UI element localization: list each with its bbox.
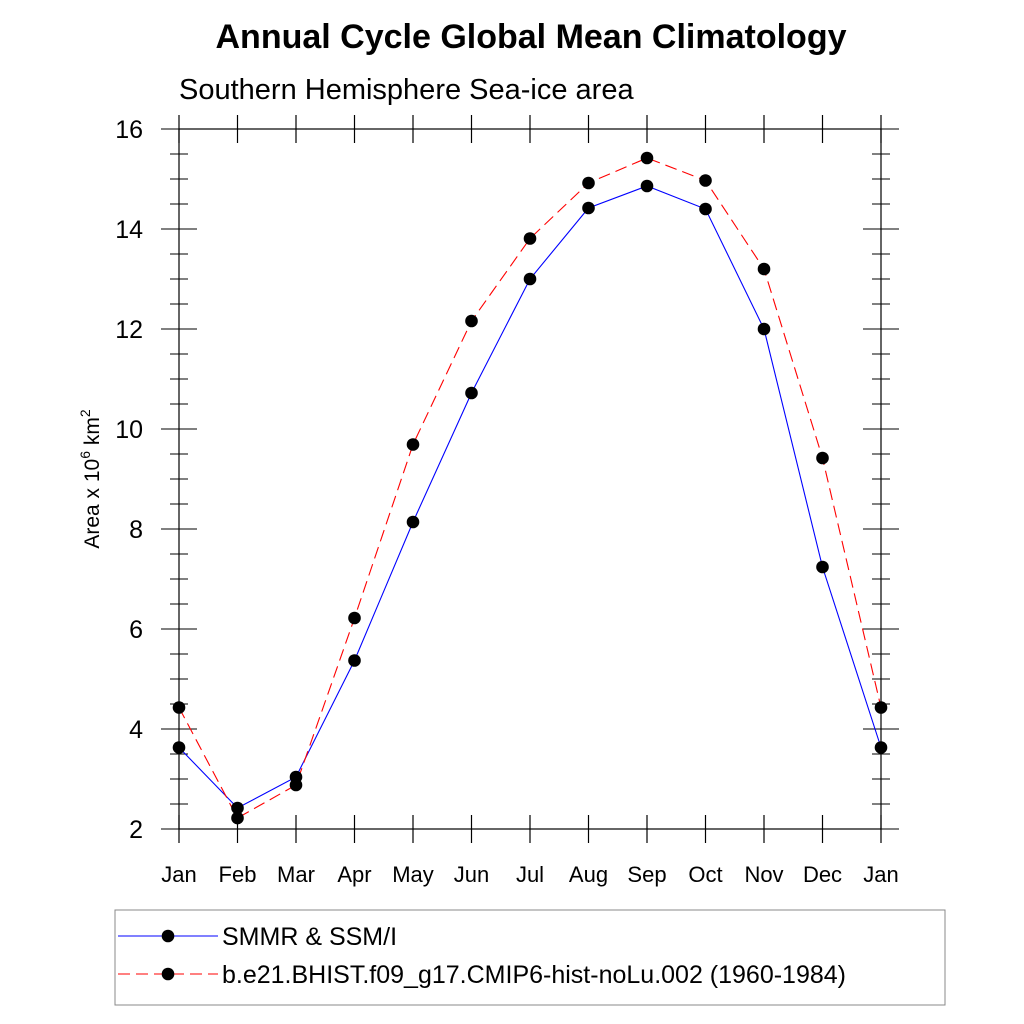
legend: SMMR & SSM/I b.e21.BHIST.f09_g17.CMIP6-hi… xyxy=(114,909,946,1006)
y-tick-label: 4 xyxy=(129,716,143,744)
x-tick-label: Jul xyxy=(516,862,544,887)
series-1-point xyxy=(172,741,186,754)
y-axis-label: Area x 106 km2 xyxy=(77,409,104,549)
y-tick-label: 8 xyxy=(129,516,143,544)
series-2-point xyxy=(523,232,537,245)
series-1-point xyxy=(699,202,712,216)
x-tick-label: Jun xyxy=(454,862,489,887)
series-1-point xyxy=(582,201,595,215)
series-2-point xyxy=(348,611,361,625)
y-tick-label: 6 xyxy=(129,616,143,644)
series-1-point xyxy=(465,386,478,400)
series-1-point xyxy=(231,801,244,815)
x-tick-label: Dec xyxy=(803,862,842,887)
x-tick-label: Feb xyxy=(219,862,257,887)
series-2-point xyxy=(816,451,829,465)
series-1-point xyxy=(640,179,654,193)
x-tick-label: Oct xyxy=(688,862,722,887)
series-1-point xyxy=(757,322,771,336)
y-axis-label-prefix: Area x 10 xyxy=(81,459,104,549)
series-1-point xyxy=(874,741,888,754)
legend-label-2: b.e21.BHIST.f09_g17.CMIP6-hist-noLu.002 … xyxy=(222,961,846,989)
series-2-point xyxy=(640,151,654,165)
y-tick-labels: 2 4 6 8 10 12 14 16 xyxy=(115,116,143,844)
series-2-point xyxy=(465,314,478,328)
x-tick-label: Mar xyxy=(277,862,315,887)
series-1-point xyxy=(523,272,537,286)
y-tick-label: 2 xyxy=(129,816,143,844)
y-tick-label: 16 xyxy=(115,116,143,144)
series-2-point xyxy=(406,438,420,451)
chart-title: Annual Cycle Global Mean Climatology xyxy=(216,18,847,56)
series-layer xyxy=(172,151,888,825)
series-2-point xyxy=(874,701,888,714)
x-tick-label: Sep xyxy=(627,862,666,887)
series-2-point xyxy=(699,174,712,187)
series-1-point xyxy=(816,560,829,574)
series-2-point xyxy=(757,262,771,276)
series-2-point xyxy=(231,811,244,825)
series-2-point xyxy=(289,778,303,792)
series-1-point xyxy=(406,515,420,529)
y-axis-label-exp1: 6 xyxy=(77,451,93,459)
series-2-point xyxy=(582,176,595,190)
x-tick-label: Jan xyxy=(161,862,196,887)
x-tick-labels: Jan Feb Mar Apr May Jun Jul Aug Sep Oct Nov Dec Jan xyxy=(161,862,898,887)
x-tick-label: Nov xyxy=(744,862,783,887)
y-tick-label: 12 xyxy=(115,316,143,344)
y-axis-label-mid: km xyxy=(81,417,104,451)
y-tick-label: 10 xyxy=(115,416,143,444)
x-tick-label: Aug xyxy=(569,862,608,887)
legend-marker-1 xyxy=(161,929,175,943)
series-line-2 xyxy=(178,157,882,819)
legend-marker-2 xyxy=(161,967,175,981)
series-2-point xyxy=(172,701,186,714)
y-axis-label-exp2: 2 xyxy=(77,409,93,417)
legend-label-1: SMMR & SSM/I xyxy=(222,923,397,951)
x-tick-label: Apr xyxy=(337,862,371,887)
axis-ticks xyxy=(161,115,899,843)
chart-subtitle: Southern Hemisphere Sea-ice area xyxy=(179,74,634,106)
y-tick-label: 14 xyxy=(115,216,143,244)
x-tick-label: Jan xyxy=(863,862,898,887)
x-tick-label: May xyxy=(392,862,434,887)
legend-box xyxy=(114,909,946,1006)
series-1-point xyxy=(348,654,361,667)
